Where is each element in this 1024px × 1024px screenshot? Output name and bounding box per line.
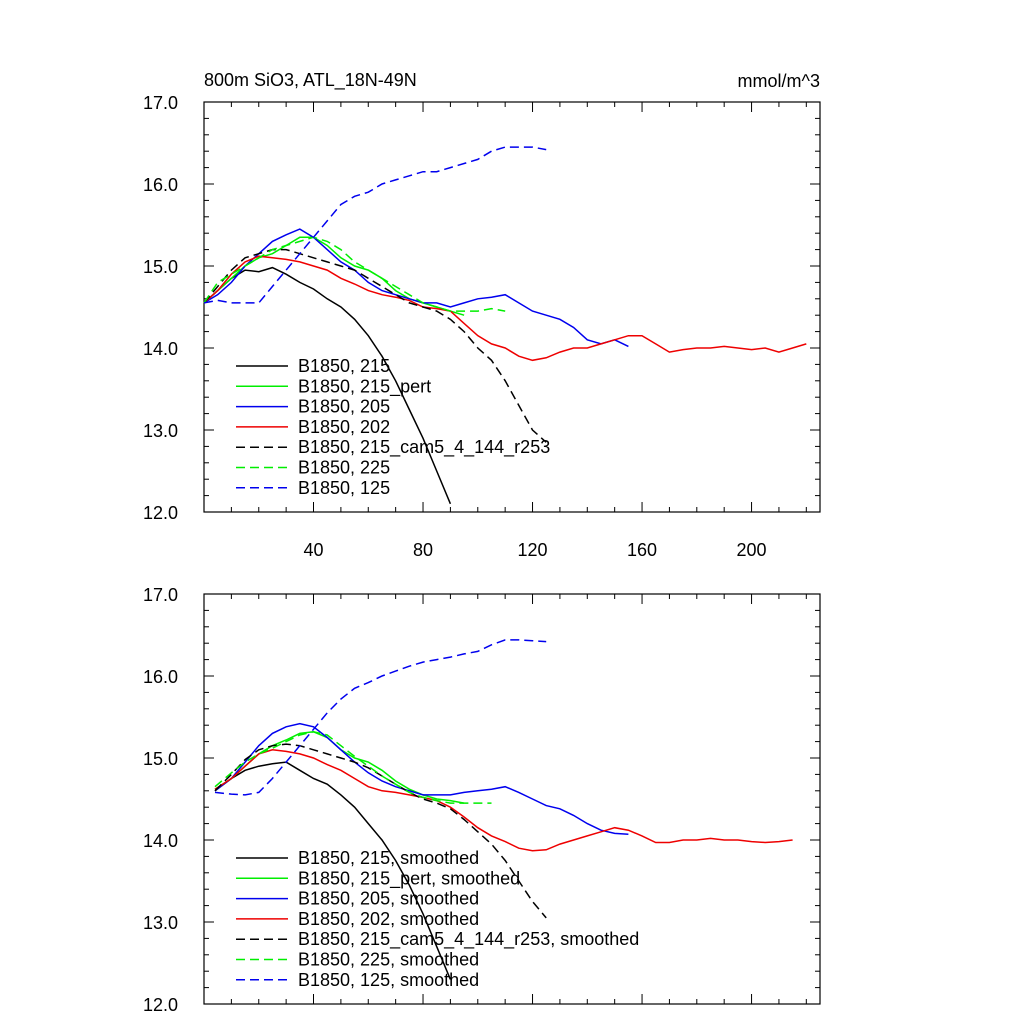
legend-label: B1850, 202 bbox=[298, 417, 390, 437]
y-tick-label: 17.0 bbox=[143, 585, 178, 605]
x-tick-label: 40 bbox=[303, 540, 323, 560]
chart-panel-top: 800m SiO3, ATL_18N-49N mmol/m^3 12.0 13.0… bbox=[143, 70, 821, 560]
y-tick-label: 14.0 bbox=[143, 339, 178, 359]
y-tick-label: 13.0 bbox=[143, 913, 178, 933]
legend-label: B1850, 202, smoothed bbox=[298, 909, 479, 929]
x-tick-label: 80 bbox=[413, 540, 433, 560]
y-tick-label: 12.0 bbox=[143, 995, 178, 1015]
chart-units: mmol/m^3 bbox=[738, 71, 820, 91]
y-tick-label: 12.0 bbox=[143, 503, 178, 523]
series-line bbox=[214, 749, 793, 852]
series-line bbox=[203, 228, 629, 348]
y-tick-label: 17.0 bbox=[143, 93, 178, 113]
series-line bbox=[214, 731, 492, 804]
series-group bbox=[214, 639, 793, 980]
x-tick-label: 200 bbox=[737, 540, 767, 560]
series-line bbox=[203, 236, 506, 312]
y-tick-label: 16.0 bbox=[143, 667, 178, 687]
series-line bbox=[214, 722, 629, 836]
legend-label: B1850, 215_cam5_4_144_r253 bbox=[298, 437, 550, 458]
chart-panel-bottom: 12.0 13.0 14.0 15.0 16.0 17.0 B1850, 215, smoo… bbox=[143, 585, 821, 1015]
series-line bbox=[214, 761, 452, 980]
series-line bbox=[203, 255, 807, 362]
legend-label: B1850, 205 bbox=[298, 397, 390, 417]
x-tick-label: 160 bbox=[627, 540, 657, 560]
series-line bbox=[203, 248, 547, 443]
y-tick-label: 14.0 bbox=[143, 831, 178, 851]
y-tick-label: 13.0 bbox=[143, 421, 178, 441]
legend-label: B1850, 215, smoothed bbox=[298, 848, 479, 868]
y-tick-label: 15.0 bbox=[143, 749, 178, 769]
legend-label: B1850, 205, smoothed bbox=[298, 889, 479, 909]
legend-label: B1850, 215 bbox=[298, 356, 390, 376]
legend-label: B1850, 225 bbox=[298, 458, 390, 478]
legend-label: B1850, 215_pert, smoothed bbox=[298, 868, 520, 889]
plot-frame bbox=[203, 101, 821, 513]
legend-label: B1850, 125 bbox=[298, 478, 390, 498]
legend-label: B1850, 225, smoothed bbox=[298, 950, 479, 970]
series-group bbox=[203, 146, 807, 505]
series-line bbox=[203, 146, 547, 304]
chart-title: 800m SiO3, ATL_18N-49N bbox=[204, 70, 417, 91]
x-tick-label: 120 bbox=[518, 540, 548, 560]
legend-label: B1850, 215_cam5_4_144_r253, smoothed bbox=[298, 929, 639, 950]
series-line bbox=[214, 639, 547, 796]
series-line bbox=[203, 266, 452, 505]
axes: 12.0 13.0 14.0 15.0 16.0 17.0 bbox=[143, 585, 820, 1015]
legend-label: B1850, 125, smoothed bbox=[298, 970, 479, 990]
axes: 12.0 13.0 14.0 15.0 16.0 17.0 40 80 120 160 200 bbox=[143, 93, 820, 560]
legend-label: B1850, 215_pert bbox=[298, 376, 431, 397]
y-tick-label: 16.0 bbox=[143, 175, 178, 195]
plot-frame bbox=[203, 593, 821, 1005]
y-tick-label: 15.0 bbox=[143, 257, 178, 277]
